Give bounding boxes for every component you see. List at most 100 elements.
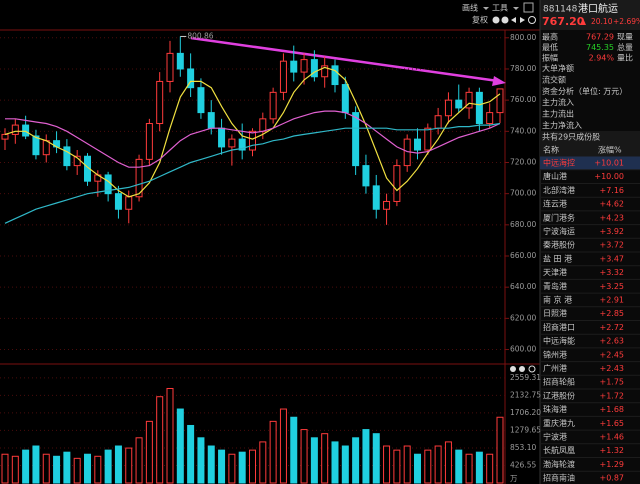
row-highlight[interactable] <box>540 156 640 170</box>
y-tick-label: 660.00 <box>510 251 536 260</box>
stock-change: +3.92 <box>599 227 624 236</box>
candle-body <box>496 88 504 114</box>
volume-bar <box>352 437 360 484</box>
candle-body <box>156 80 164 125</box>
volume-bar <box>53 455 61 484</box>
vol-tick-label: 1706.20 <box>510 408 541 417</box>
volume-bar <box>156 396 164 484</box>
stock-change: +1.32 <box>599 446 624 455</box>
stock-name: 广州港 <box>543 363 567 373</box>
vol-tick-label: 2559.31 <box>510 373 541 382</box>
stock-change: +2.85 <box>599 309 624 318</box>
stock-change: +3.72 <box>599 241 624 250</box>
candle-body <box>300 59 308 73</box>
candle-body <box>383 200 391 210</box>
volume-bar <box>486 453 494 484</box>
volume-bar <box>414 453 421 484</box>
candle-body <box>176 52 184 70</box>
volume-bar <box>197 437 205 484</box>
candle-body <box>22 124 30 137</box>
candle-body <box>135 158 143 198</box>
toolbar-draw[interactable]: 画线 <box>462 3 478 13</box>
volume-bar <box>259 441 267 484</box>
stock-change: +1.29 <box>599 460 624 469</box>
stock-change: +2.45 <box>599 350 624 359</box>
candle-body <box>290 60 298 73</box>
stock-change: +1.68 <box>599 405 624 414</box>
volume-bar <box>73 457 81 484</box>
stock-change: +3.32 <box>599 268 624 277</box>
stock-name: 北部湾港 <box>543 185 575 195</box>
candle-body <box>114 193 122 210</box>
volume-bar <box>331 441 339 484</box>
next-icon[interactable] <box>520 17 525 23</box>
prev-icon[interactable] <box>511 17 516 23</box>
candle-body <box>341 84 349 114</box>
side-panel <box>540 0 640 484</box>
quote-label: 量比 <box>617 53 633 63</box>
quote-value: 2.94% <box>589 54 615 63</box>
quote-label: 最低 <box>542 42 558 52</box>
quote-price: 767.20 <box>542 15 585 28</box>
volume-bar <box>341 445 349 484</box>
dropdown-icon[interactable] <box>513 7 519 10</box>
candle-body <box>279 60 287 93</box>
volume-bar <box>22 449 30 484</box>
candle-body <box>166 52 174 82</box>
quote-label: 主力流入 <box>542 97 574 107</box>
ma-line <box>4 66 501 198</box>
candle-body <box>486 112 494 125</box>
stock-name: 中远海能 <box>543 336 575 346</box>
quote-label: 流交额 <box>542 74 566 84</box>
quote-label: 主力净流入 <box>542 120 582 130</box>
candle-body <box>414 138 421 151</box>
candle-body <box>259 118 267 132</box>
vol-icon[interactable] <box>519 366 525 372</box>
volume-bar <box>166 387 174 484</box>
settings-icon[interactable] <box>528 16 536 24</box>
vol-icon[interactable] <box>510 366 516 372</box>
stock-name: 南 京 港 <box>543 295 572 305</box>
quote-label: 大单净额 <box>542 63 574 73</box>
stock-change: +1.75 <box>599 378 624 387</box>
volume-bar <box>434 445 442 484</box>
stock-change: +1.46 <box>599 433 624 442</box>
y-tick-label: 740.00 <box>510 126 536 135</box>
volume-bar <box>63 451 71 484</box>
candle-body <box>465 91 473 109</box>
volume-bar <box>207 445 215 484</box>
vol-settings-icon[interactable] <box>528 365 536 373</box>
stock-name: 长航凤凰 <box>543 445 575 455</box>
candle-body <box>434 115 442 129</box>
menu-icon[interactable] <box>523 2 534 13</box>
stock-name: 宁波港 <box>543 432 567 442</box>
stock-name: 招商南油 <box>543 473 575 483</box>
volume-bar <box>372 433 380 484</box>
stock-name: 珠海港 <box>543 404 567 414</box>
toolbar-tools[interactable]: 工具 <box>492 4 508 13</box>
vol-unit: 万 <box>510 474 518 483</box>
quote-label: 现量 <box>617 33 633 42</box>
stock-change: +10.01 <box>594 159 624 168</box>
y-tick-label: 680.00 <box>510 220 536 229</box>
stock-change: +4.23 <box>599 213 624 222</box>
zoom-out-icon[interactable] <box>501 16 509 24</box>
list-header-bg <box>540 131 640 157</box>
volume-bar <box>403 445 411 484</box>
stock-name: 锦州港 <box>543 349 567 359</box>
dropdown-icon[interactable] <box>483 7 489 10</box>
stock-change: +10.00 <box>594 172 624 181</box>
zoom-in-icon[interactable] <box>492 16 500 24</box>
volume-bar <box>218 449 226 484</box>
volume-bar <box>187 424 195 484</box>
quote-label: 资金分析（单位: 万元） <box>542 86 627 96</box>
vol-tick-label: 1279.65 <box>510 425 541 434</box>
vol-tick-label: 853.10 <box>510 443 536 452</box>
stock-change: +3.25 <box>599 282 624 291</box>
stock-name: 盐 田 港 <box>543 253 572 263</box>
candle-body <box>228 138 236 148</box>
stock-change: +2.72 <box>599 323 624 332</box>
quote-value: 767.29 <box>586 33 614 42</box>
toolbar-adjust[interactable]: 复权 <box>472 15 488 25</box>
